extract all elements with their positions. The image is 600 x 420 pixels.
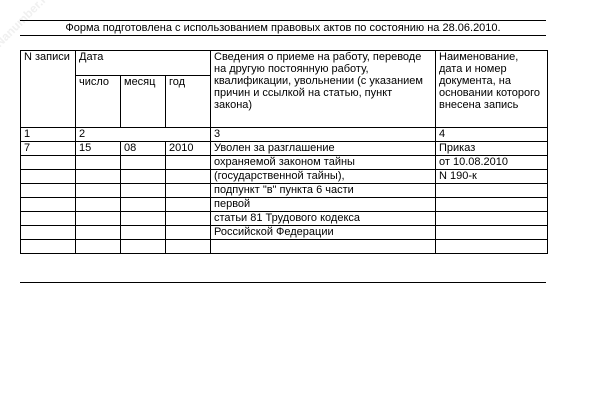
cell-no	[20, 155, 76, 170]
table-row	[20, 239, 548, 254]
cell-day	[75, 211, 121, 226]
cell-year	[165, 211, 211, 226]
work-record-table: N записи Дата Сведения о приеме на работ…	[20, 50, 548, 254]
cell-info: Уволен за разглашение	[210, 141, 436, 156]
cell-month: 08	[120, 141, 166, 156]
table-row: 7 15 08 2010 Уволен за разглашение Приказ	[20, 141, 548, 156]
cell-no	[20, 169, 76, 184]
divider	[20, 35, 546, 36]
column-numbers-row: 1 2 3 4	[20, 127, 548, 142]
cell-year	[165, 225, 211, 240]
cell-month	[120, 183, 166, 198]
cell-info: первой	[210, 197, 436, 212]
cell-info: (государственной тайны),	[210, 169, 436, 184]
cell-no	[20, 239, 76, 254]
cell-doc: от 10.08.2010	[435, 155, 548, 170]
column-number: 3	[210, 127, 436, 142]
cell-month	[120, 155, 166, 170]
cell-doc	[435, 197, 548, 212]
header-month: месяц	[120, 75, 166, 128]
cell-info: Российской Федерации	[210, 225, 436, 240]
table-row: первой	[20, 197, 548, 212]
table-row: (государственной тайны), N 190-к	[20, 169, 548, 184]
cell-info: подпункт "в" пункта 6 части	[210, 183, 436, 198]
cell-year	[165, 197, 211, 212]
cell-day	[75, 155, 121, 170]
table-row: Российской Федерации	[20, 225, 548, 240]
cell-no	[20, 183, 76, 198]
header-day: число	[75, 75, 121, 128]
cell-doc	[435, 239, 548, 254]
column-number: 2	[75, 127, 211, 142]
header-document: Наименование, дата и номер документа, на…	[435, 50, 548, 128]
divider-bottom	[20, 282, 546, 283]
cell-month	[120, 169, 166, 184]
header-date: Дата	[75, 50, 211, 76]
table-row: подпункт "в" пункта 6 части	[20, 183, 548, 198]
cell-doc	[435, 183, 548, 198]
cell-year: 2010	[165, 141, 211, 156]
cell-day	[75, 239, 121, 254]
cell-day	[75, 183, 121, 198]
header-record-no: N записи	[20, 50, 76, 128]
table-row: охраняемой законом тайны от 10.08.2010	[20, 155, 548, 170]
header-info: Сведения о приеме на работу, переводе на…	[210, 50, 436, 128]
cell-day	[75, 169, 121, 184]
header-year: год	[165, 75, 211, 128]
cell-year	[165, 183, 211, 198]
cell-year	[165, 169, 211, 184]
form-note: Форма подготовлена с использованием прав…	[65, 22, 501, 34]
cell-doc	[435, 225, 548, 240]
cell-day	[75, 225, 121, 240]
cell-doc: N 190-к	[435, 169, 548, 184]
cell-info	[210, 239, 436, 254]
cell-year	[165, 239, 211, 254]
cell-year	[165, 155, 211, 170]
cell-day: 15	[75, 141, 121, 156]
cell-month	[120, 211, 166, 226]
cell-info: охраняемой законом тайны	[210, 155, 436, 170]
cell-info: статьи 81 Трудового кодекса	[210, 211, 436, 226]
cell-no	[20, 225, 76, 240]
table-row: статьи 81 Трудового кодекса	[20, 211, 548, 226]
column-number: 1	[20, 127, 76, 142]
cell-no	[20, 197, 76, 212]
cell-month	[120, 197, 166, 212]
cell-no: 7	[20, 141, 76, 156]
cell-no	[20, 211, 76, 226]
divider-top	[20, 20, 546, 21]
cell-day	[75, 197, 121, 212]
cell-month	[120, 225, 166, 240]
cell-doc: Приказ	[435, 141, 548, 156]
column-number: 4	[435, 127, 548, 142]
cell-doc	[435, 211, 548, 226]
cell-month	[120, 239, 166, 254]
